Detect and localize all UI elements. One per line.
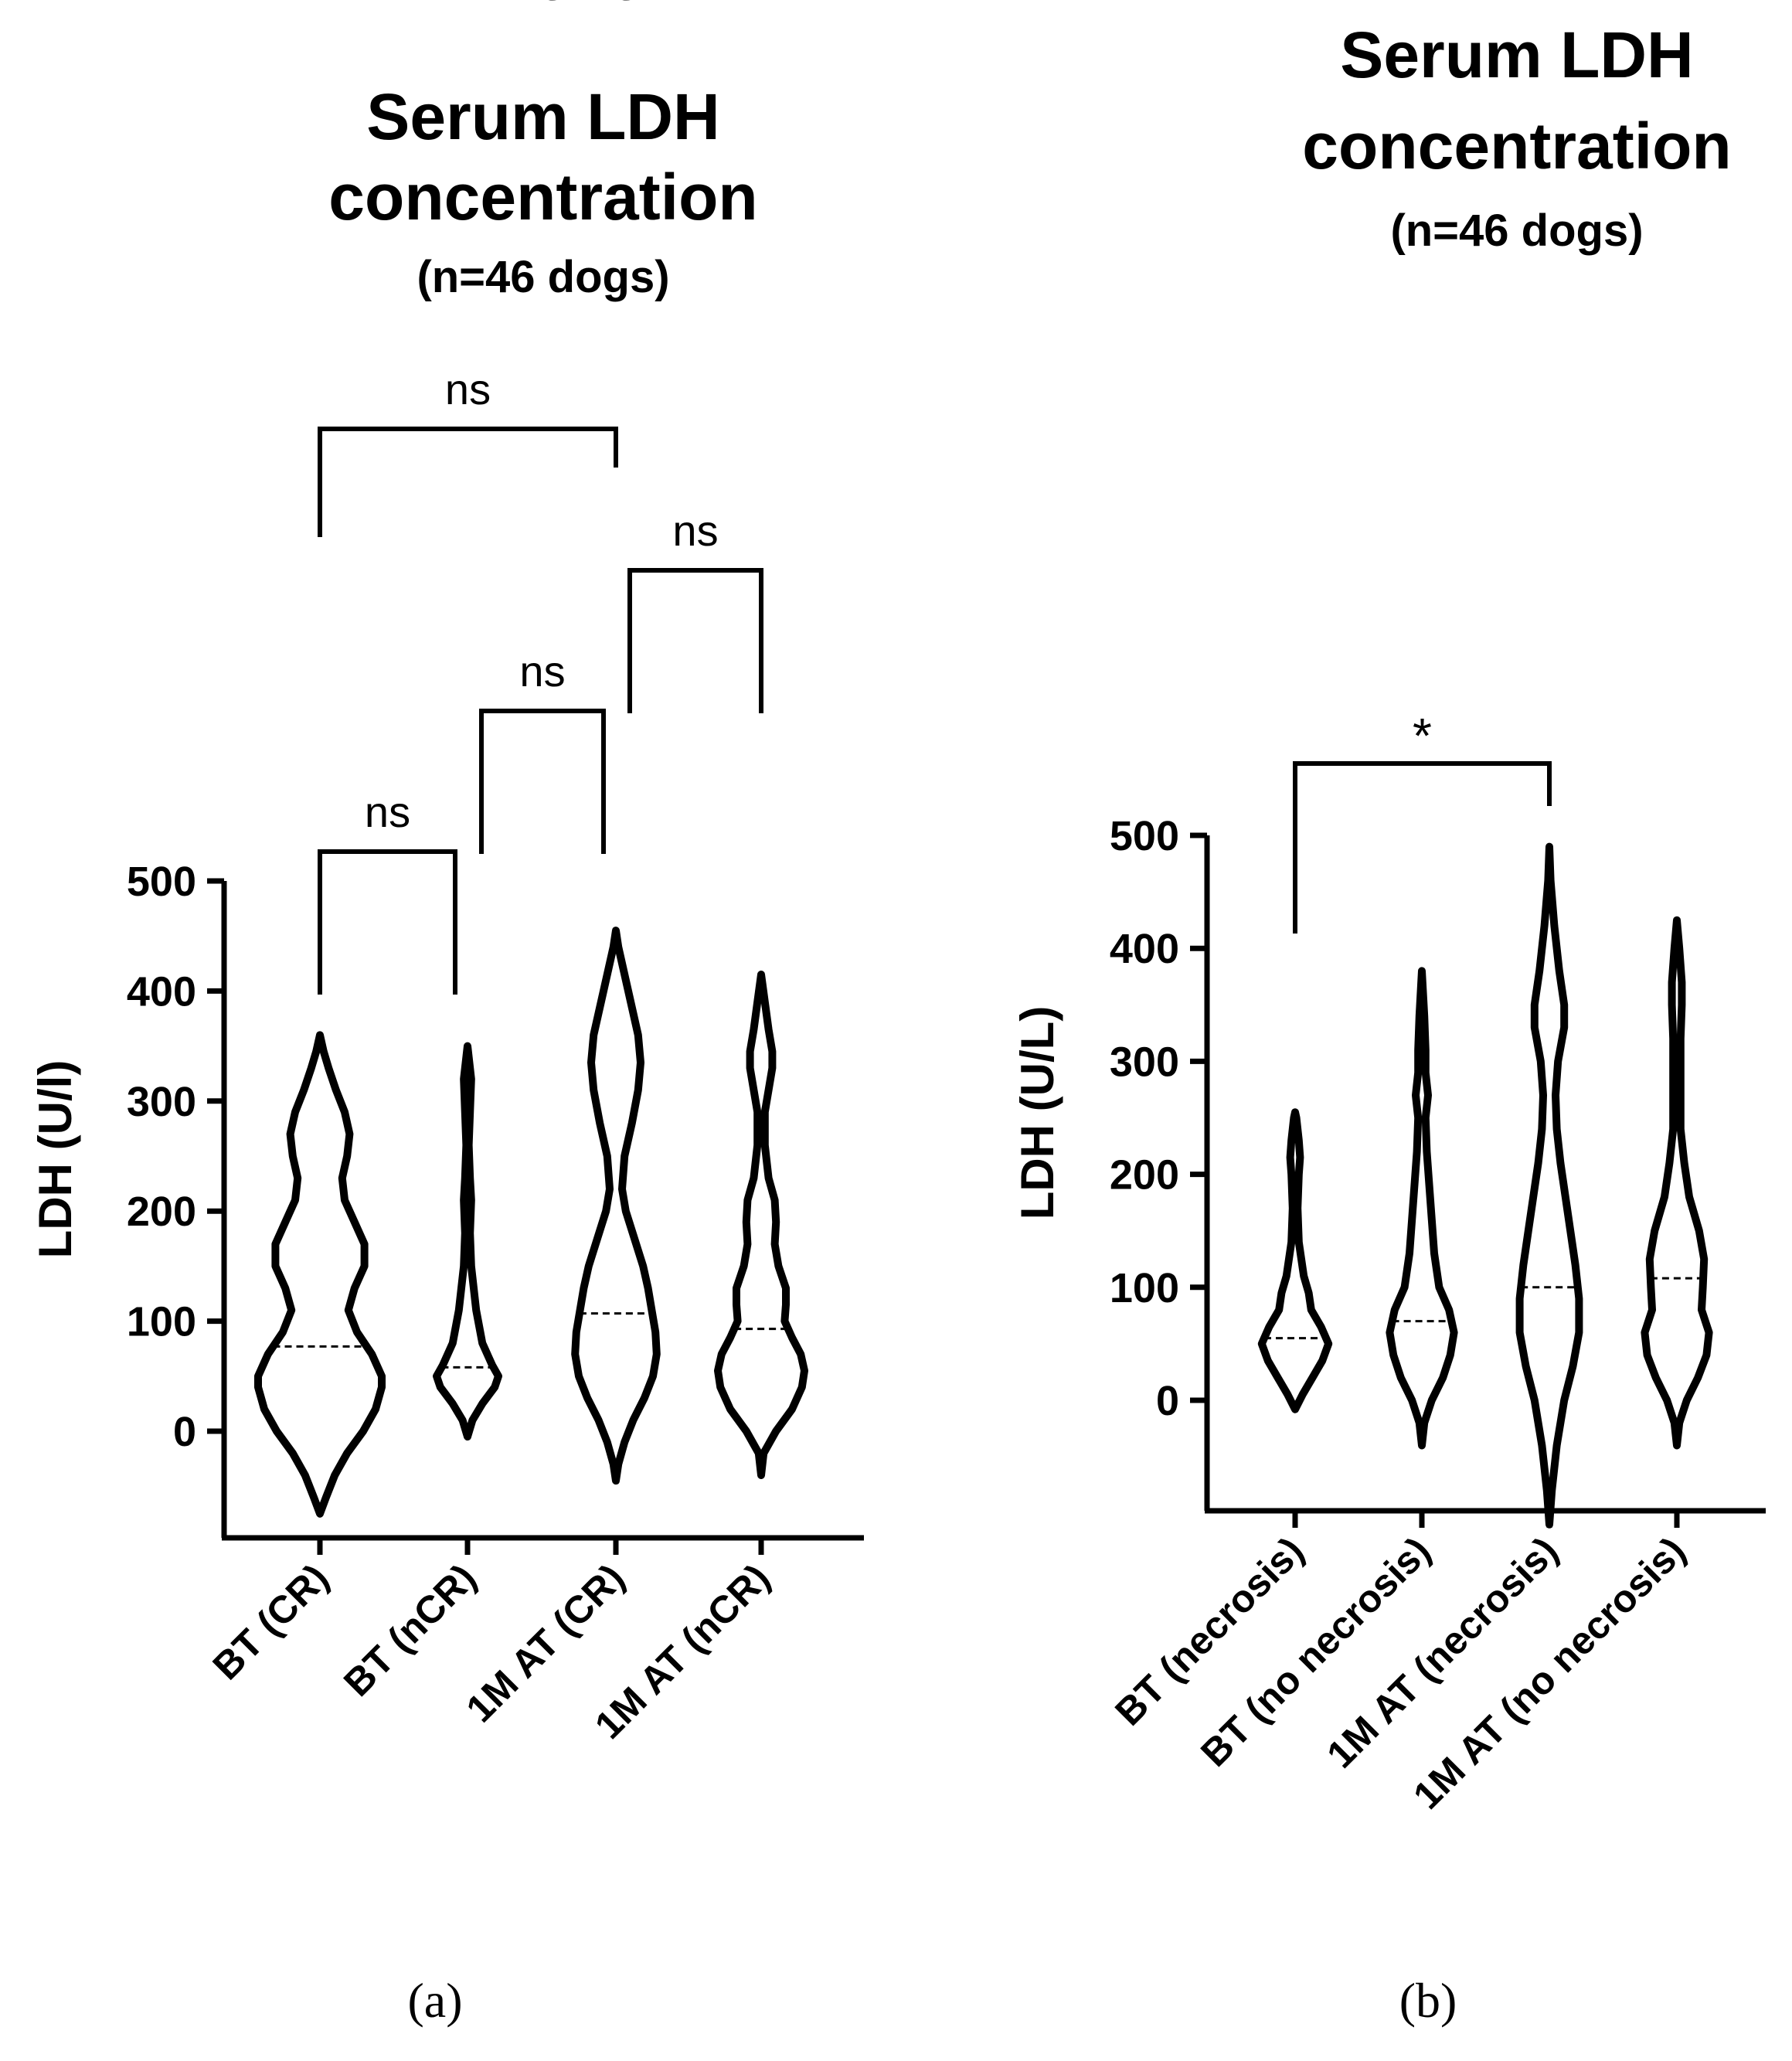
- chart-b-y-axis-label: LDH (U/L): [1012, 1006, 1063, 1220]
- x-tick-label: BT (no necrosis): [1192, 1529, 1439, 1775]
- violin-1: [254, 1031, 386, 1518]
- y-tick-label: 300: [1110, 1039, 1179, 1085]
- significance-bracket-1: [1293, 761, 1552, 934]
- significance-bracket-2: [479, 709, 606, 854]
- chart-a-title-line-2: concentration: [328, 161, 757, 233]
- chart-a-significance-brackets: ns ns ns ns ns ns: [318, 0, 763, 995]
- chart-b-panel-label: (b): [1399, 1973, 1457, 2028]
- x-tick-label: BT (nCR): [335, 1556, 485, 1705]
- y-tick-label: 500: [127, 859, 196, 905]
- y-tick-label: 100: [1110, 1265, 1179, 1311]
- violin-3: [571, 927, 661, 1485]
- y-tick-label: 400: [1110, 926, 1179, 972]
- significance-label-2: ns: [519, 647, 565, 696]
- chart-b-significance-brackets: *: [1293, 708, 1552, 934]
- y-tick-label: 500: [1110, 813, 1179, 859]
- significance-bracket-4: [318, 427, 618, 537]
- x-tick-label: 1M AT (necrosis): [1318, 1529, 1566, 1777]
- chart-b-title-line-2: concentration: [1302, 110, 1731, 182]
- significance-label-3: ns: [672, 506, 718, 555]
- y-tick-label: 200: [1110, 1152, 1179, 1199]
- violin-3: [1515, 842, 1583, 1529]
- y-tick-label: 400: [127, 968, 196, 1015]
- chart-b-title-line-1: Serum LDH: [1340, 19, 1693, 91]
- chart-a-title-line-3: (n=46 dogs): [417, 252, 669, 302]
- significance-label-6: ns: [518, 0, 563, 9]
- significance-label-4: ns: [445, 365, 491, 413]
- violin-2: [1386, 967, 1458, 1450]
- significance-label-1: ns: [365, 787, 410, 836]
- chart-b-title-line-3: (n=46 dogs): [1390, 206, 1643, 256]
- chart-a-panel-label: (a): [407, 1973, 462, 2028]
- y-tick-label: 0: [1156, 1378, 1179, 1424]
- chart-b-violins: [1257, 842, 1713, 1529]
- y-tick-label: 300: [127, 1079, 196, 1125]
- significance-label-5: ns: [591, 0, 637, 9]
- violin-4: [1641, 916, 1713, 1450]
- chart-a-y-axis-label: LDH (U/l): [29, 1060, 81, 1259]
- chart-a-title-line-1: Serum LDH: [366, 80, 719, 153]
- violin-4: [714, 971, 808, 1479]
- y-tick-label: 100: [127, 1299, 196, 1345]
- significance-bracket-3: [627, 568, 763, 713]
- chart-panel-a: Serum LDH concentration (n=46 dogs) LDH …: [29, 0, 864, 2028]
- violin-1: [1257, 1108, 1333, 1413]
- significance-bracket-1: [318, 849, 457, 995]
- significance-label-1: *: [1413, 708, 1432, 764]
- x-tick-label: BT (CR): [205, 1556, 337, 1688]
- chart-a-violins: [254, 927, 808, 1518]
- y-tick-label: 0: [173, 1409, 196, 1455]
- violin-2: [433, 1042, 502, 1441]
- chart-panel-b: Serum LDH concentration (n=46 dogs) LDH …: [1012, 19, 1766, 2028]
- y-tick-label: 200: [127, 1189, 196, 1235]
